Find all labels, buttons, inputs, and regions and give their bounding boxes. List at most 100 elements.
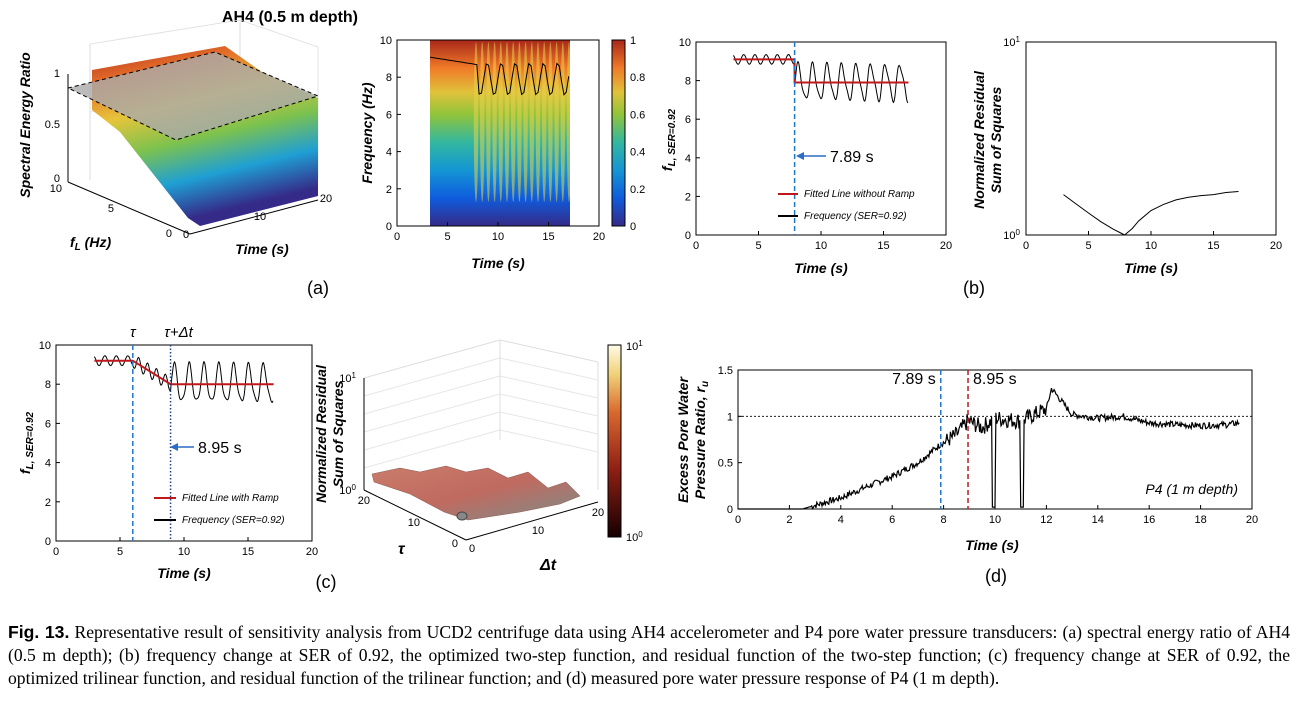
surface-grid — [499, 375, 599, 399]
x-tick-label: 14 — [1092, 514, 1104, 526]
frequency-line — [733, 53, 909, 104]
caption-text: Representative result of sensitivity ana… — [8, 622, 1290, 688]
y-tick-label: 6 — [45, 418, 51, 430]
y-tick: 0 — [166, 228, 172, 240]
heatmap-ridge — [473, 42, 479, 202]
y-axis — [67, 181, 191, 235]
surface-box-edge — [363, 339, 501, 379]
x-tick-label: 20 — [940, 240, 952, 252]
x-tick-label: 8 — [941, 514, 947, 526]
arrow-head — [170, 443, 178, 451]
heatmap-ridge — [511, 42, 516, 202]
heatmap-ridges — [430, 42, 570, 202]
y-tick-label: 0 — [45, 536, 51, 548]
panel-label-c: (c) — [316, 572, 337, 592]
surface-grid — [499, 393, 599, 417]
pore-pressure-line — [738, 387, 1240, 510]
colorbar-tick: 0.6 — [630, 109, 645, 121]
surface-grid — [363, 411, 501, 451]
colorbar-tick: 0.2 — [630, 184, 645, 196]
legend-label: Frequency (SER=0.92) — [804, 211, 907, 222]
surface-grid — [363, 375, 501, 415]
x-tick: 0 — [183, 229, 189, 241]
x-tick-label: 15 — [1207, 240, 1219, 252]
heatmap-ridge — [523, 42, 528, 202]
x-tick-label: 20 — [306, 546, 318, 558]
surface-grid — [363, 393, 501, 433]
legend-label: Fitted Line with Ramp — [182, 493, 279, 504]
x-tick-label: 5 — [755, 240, 761, 252]
y-tick-label: 2 — [45, 497, 51, 509]
x-tick-label: 18 — [1194, 514, 1206, 526]
colorbar-tick: 100 — [626, 530, 643, 544]
y-axis-label-line2: Sum of Squares — [988, 87, 1004, 194]
surface-grid — [499, 429, 599, 453]
y-axis-label-line1: Excess Pore Water — [675, 376, 691, 503]
minimum-marker — [456, 511, 468, 521]
colorbar-tick: 1 — [630, 35, 636, 47]
panel-label-a: (a) — [307, 278, 329, 298]
x-axis-label: Time (s) — [471, 255, 525, 271]
x-axis-label: Time (s) — [157, 565, 211, 581]
panel-c-residual-surface: 101 100 20 10 0 0 10 20 Normalized Resid… — [313, 339, 643, 574]
heatmap-ridge — [517, 42, 522, 202]
annotation-label: 8.95 s — [198, 440, 242, 457]
y-tick-label: 10 — [380, 35, 392, 47]
heatmap-ridge — [480, 42, 485, 202]
legend-label: Frequency (SER=0.92) — [182, 515, 285, 526]
x-axis-label: Time (s) — [235, 241, 289, 257]
heatmap-ridge — [535, 42, 541, 202]
y-tick-label: 4 — [45, 458, 51, 470]
panel-c-ramp-plot: 0 5 10 15 20 0 2 4 6 8 10 τ τ+Δt 8.95 s Fitted Lin… — [17, 324, 318, 581]
y-tick: 100 — [1003, 228, 1020, 242]
threshold-plane — [66, 51, 320, 141]
y-tick-label: 6 — [685, 114, 691, 126]
legend-label: Fitted Line without Ramp — [804, 189, 915, 200]
ser-contour-line — [430, 56, 570, 96]
heatmap-ridge — [486, 42, 491, 202]
y-tick-label: 0 — [685, 230, 691, 242]
y-axis — [363, 489, 467, 541]
x-tick: 20 — [592, 507, 604, 519]
x-tick-label: 10 — [492, 231, 504, 243]
y-axis-label: fL, SER=0.92 — [17, 411, 36, 474]
marker-label: 7.89 s — [892, 371, 936, 388]
x-axis-label: Time (s) — [794, 260, 848, 276]
x-tick-label: 0 — [53, 546, 59, 558]
x-axis — [465, 501, 599, 541]
x-tick-label: 20 — [1246, 514, 1258, 526]
x-tick-label: 0 — [1023, 240, 1029, 252]
y-tick-label: 6 — [386, 109, 392, 121]
y-tick-label: 2 — [386, 184, 392, 196]
surface-grid — [499, 357, 599, 381]
tau-label: τ — [130, 324, 137, 341]
x-tick: 10 — [532, 525, 544, 537]
heatmap-ridge — [548, 42, 553, 202]
y-tick-label: 10 — [679, 37, 691, 49]
x-tick-label: 10 — [989, 514, 1001, 526]
panel-label-b: (b) — [963, 278, 985, 298]
x-tick: 10 — [254, 211, 266, 223]
panel-label-d: (d) — [985, 566, 1007, 586]
panel-a-title: AH4 (0.5 m depth) — [222, 9, 358, 26]
z-axis-label-line2: Sum of Squares — [330, 381, 346, 488]
x-axis — [189, 199, 319, 235]
surface-grid — [363, 429, 501, 469]
colorbar-tick: 101 — [626, 339, 643, 353]
plot-frame — [55, 344, 313, 542]
y-tick-label: 1 — [727, 411, 733, 423]
panel-a-surface-plot: AH4 (0.5 m depth) 1 0.5 0 10 5 0 0 10 20… — [17, 9, 358, 257]
heatmap-ridge — [554, 42, 559, 202]
panel-b-step-plot: 0 5 10 15 20 0 2 4 6 8 10 7.89 s Fitted Line witho… — [659, 37, 952, 276]
x-tick-label: 15 — [877, 240, 889, 252]
annotation-label: 7.89 s — [830, 149, 874, 166]
frequency-line — [93, 355, 274, 404]
plot-frame — [1025, 41, 1277, 236]
y-tick: 10 — [50, 183, 62, 195]
x-tick-label: 6 — [889, 514, 895, 526]
y-axis-label-line1: Normalized Residual — [971, 70, 987, 209]
x-tick-label: 16 — [1143, 514, 1155, 526]
surface-grid — [499, 411, 599, 435]
colorbar-tick: 0.8 — [630, 72, 645, 84]
x-tick-label: 10 — [178, 546, 190, 558]
